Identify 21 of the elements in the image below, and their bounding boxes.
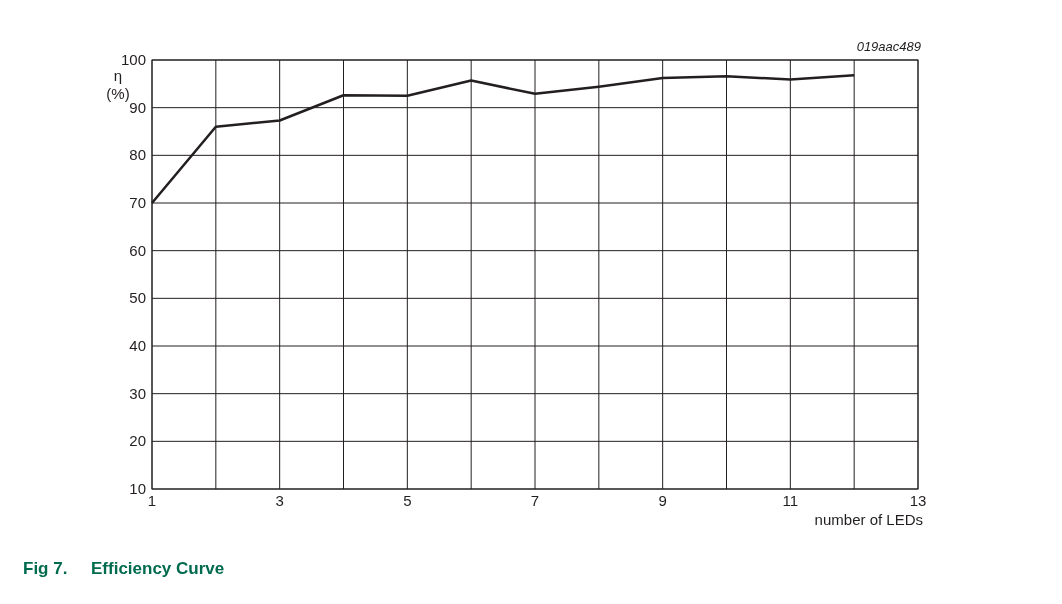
y-axis-title: η (%) <box>106 67 130 102</box>
x-tick-label: 13 <box>909 492 927 509</box>
y-tick-label: 90 <box>129 98 146 116</box>
y-tick-label: 60 <box>129 241 146 259</box>
text: 019aac489 <box>856 39 921 54</box>
text: Fig 7. Efficiency Curve <box>23 559 225 578</box>
x-tick-label: 5 <box>403 492 412 509</box>
y-tick-label: 100 <box>120 51 146 68</box>
y-tick-label: 40 <box>129 337 146 354</box>
x-tick-label: 3 <box>275 492 284 509</box>
x-tick-label: 7 <box>530 492 540 509</box>
y-tick-label: 80 <box>129 146 146 164</box>
x-tick-label: 1 <box>147 492 157 509</box>
x-tick-label: 9 <box>658 492 667 509</box>
y-tick-label: 50 <box>129 289 146 307</box>
x-axis-title: number of LEDs <box>814 511 923 528</box>
y-tick-label: 20 <box>129 432 146 450</box>
y-tick-label: 10 <box>129 480 146 497</box>
x-tick-label: 11 <box>782 492 799 509</box>
y-tick-label: 30 <box>129 384 146 402</box>
y-tick-label: 70 <box>129 194 146 211</box>
